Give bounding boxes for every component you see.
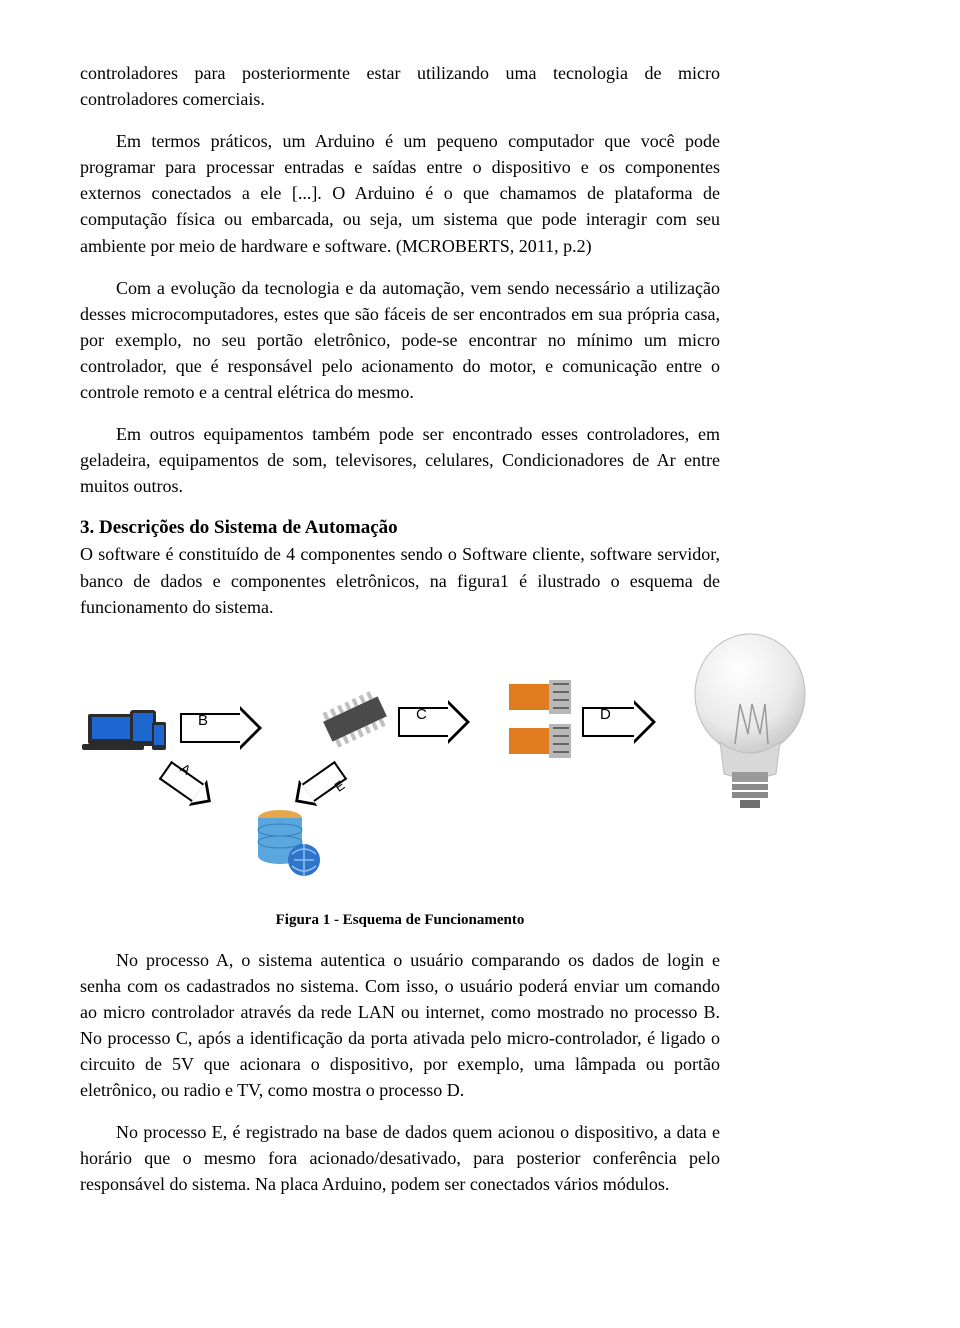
database-icon: [250, 804, 330, 884]
paragraph: No processo E, é registrado na base de d…: [80, 1119, 720, 1197]
paragraph: Com a evolução da tecnologia e da automa…: [80, 275, 720, 405]
relay-icon: [500, 674, 580, 764]
devices-icon: [80, 704, 170, 759]
page: controladores para posteriormente estar …: [0, 0, 800, 1274]
arrow-c: C: [398, 700, 470, 744]
figure-caption: Figura 1 - Esquema de Funcionamento: [80, 912, 720, 929]
arrow-b: B: [180, 706, 262, 750]
paragraph: Em outros equipamentos também pode ser e…: [80, 421, 720, 499]
figure: B C D A E Figura 1: [80, 644, 720, 929]
section-heading: 3. Descrições do Sistema de Automação: [80, 517, 720, 539]
arrow-a: A: [152, 752, 223, 820]
paragraph: controladores para posteriormente estar …: [80, 60, 720, 112]
paragraph: No processo A, o sistema autentica o usu…: [80, 947, 720, 1104]
arrow-d: D: [582, 700, 656, 744]
arrow-label: C: [416, 706, 427, 723]
paragraph: Em termos práticos, um Arduino é um pequ…: [80, 128, 720, 258]
arrow-label: B: [198, 712, 208, 729]
paragraph: O software é constituído de 4 componente…: [80, 541, 720, 619]
arrow-label: D: [600, 706, 611, 723]
figure-diagram: B C D A E: [80, 644, 720, 904]
bulb-icon: [680, 624, 820, 814]
chip-icon: [310, 684, 400, 754]
